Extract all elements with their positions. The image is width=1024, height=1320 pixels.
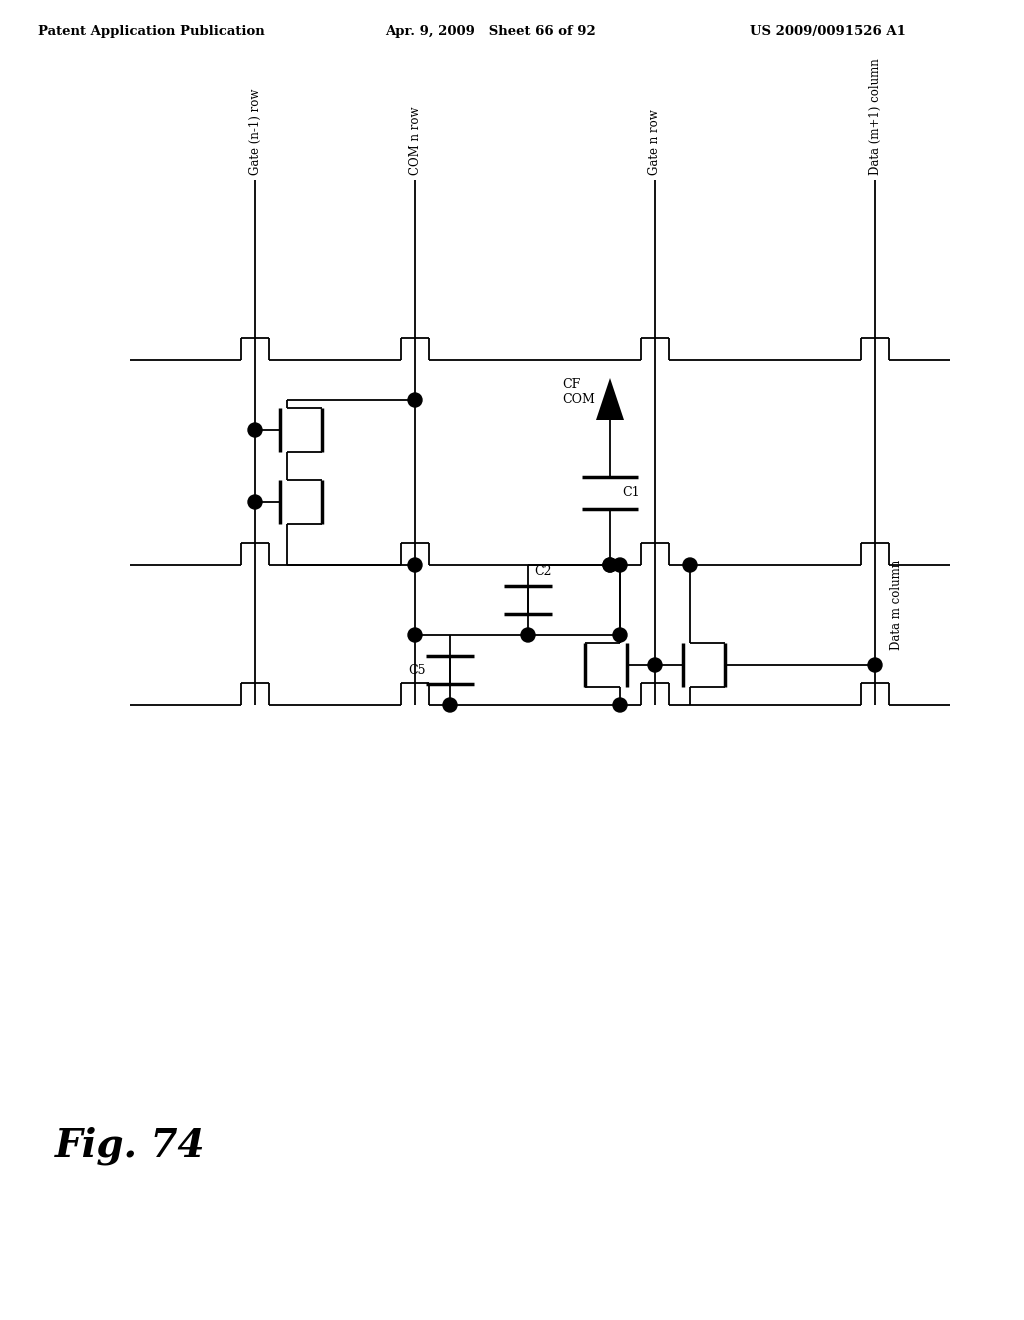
Circle shape: [648, 657, 662, 672]
Polygon shape: [596, 378, 624, 420]
Circle shape: [521, 628, 535, 642]
Text: COM n row: COM n row: [409, 107, 422, 176]
Circle shape: [868, 657, 882, 672]
Text: US 2009/0091526 A1: US 2009/0091526 A1: [750, 25, 906, 38]
Text: Gate (n-1) row: Gate (n-1) row: [249, 88, 261, 176]
Circle shape: [408, 628, 422, 642]
Circle shape: [248, 422, 262, 437]
Circle shape: [443, 698, 457, 711]
Circle shape: [613, 628, 627, 642]
Circle shape: [408, 393, 422, 407]
Text: Gate n row: Gate n row: [648, 110, 662, 176]
Text: Patent Application Publication: Patent Application Publication: [38, 25, 265, 38]
Circle shape: [248, 495, 262, 510]
Circle shape: [613, 558, 627, 572]
Circle shape: [613, 698, 627, 711]
Text: CF
COM: CF COM: [562, 378, 595, 407]
Text: C5: C5: [408, 664, 426, 676]
Circle shape: [408, 558, 422, 572]
Circle shape: [603, 558, 617, 572]
Text: C1: C1: [622, 486, 640, 499]
Text: C2: C2: [534, 565, 552, 578]
Text: Data (m+1) column: Data (m+1) column: [868, 58, 882, 176]
Text: Fig. 74: Fig. 74: [55, 1126, 206, 1166]
Circle shape: [603, 558, 617, 572]
Text: Apr. 9, 2009   Sheet 66 of 92: Apr. 9, 2009 Sheet 66 of 92: [385, 25, 596, 38]
Circle shape: [683, 558, 697, 572]
Text: Data m column: Data m column: [890, 560, 903, 651]
